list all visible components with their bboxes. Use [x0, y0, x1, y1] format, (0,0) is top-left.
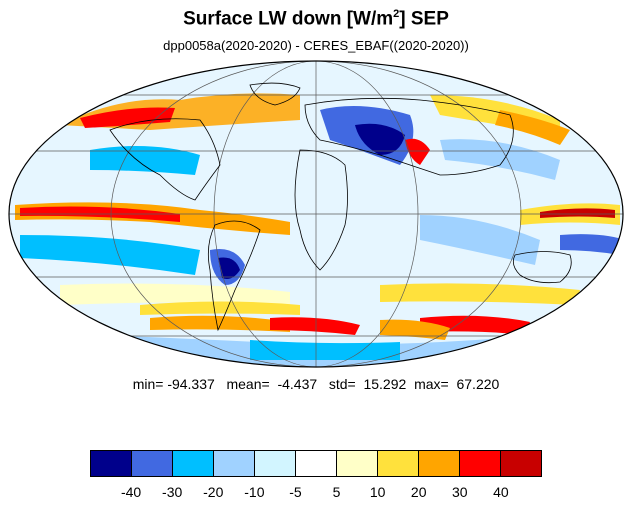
coastlines	[109, 82, 572, 332]
anomaly-field	[9, 61, 623, 367]
colorbar	[90, 450, 542, 477]
map-border	[8, 60, 624, 368]
colorbar-tick-label: -30	[162, 484, 183, 500]
colorbar-box	[255, 451, 296, 476]
colorbar-box	[337, 451, 378, 476]
colorbar-tick-label: -5	[289, 484, 302, 500]
colorbar-tick-label: -20	[203, 484, 224, 500]
colorbar-box	[214, 451, 255, 476]
colorbar-tick-label: 5	[332, 484, 341, 500]
colorbar-box	[296, 451, 337, 476]
stats-line: min= -94.337 mean= -4.437 std= 15.292 ma…	[132, 376, 500, 392]
colorbar-tick-label: -10	[244, 484, 265, 500]
map-title: Surface LW down [W/m2] SEP	[183, 8, 449, 30]
map-subtitle: dpp0058a(2020-2020) - CERES_EBAF((2020-2…	[163, 38, 469, 53]
colorbar-box	[378, 451, 419, 476]
colorbar-tick-label: 10	[369, 484, 386, 500]
colorbar-tick-label: -40	[120, 484, 142, 500]
colorbar-box	[460, 451, 501, 476]
colorbar-box	[419, 451, 460, 476]
colorbar-tick-label: 30	[452, 484, 468, 500]
colorbar-box	[173, 451, 214, 476]
colorbar-tick-label: 40	[493, 484, 509, 500]
colorbar-box	[91, 451, 132, 476]
colorbar-box	[132, 451, 173, 476]
colorbar-tick-label: 20	[410, 484, 427, 500]
colorbar-box	[501, 451, 541, 476]
